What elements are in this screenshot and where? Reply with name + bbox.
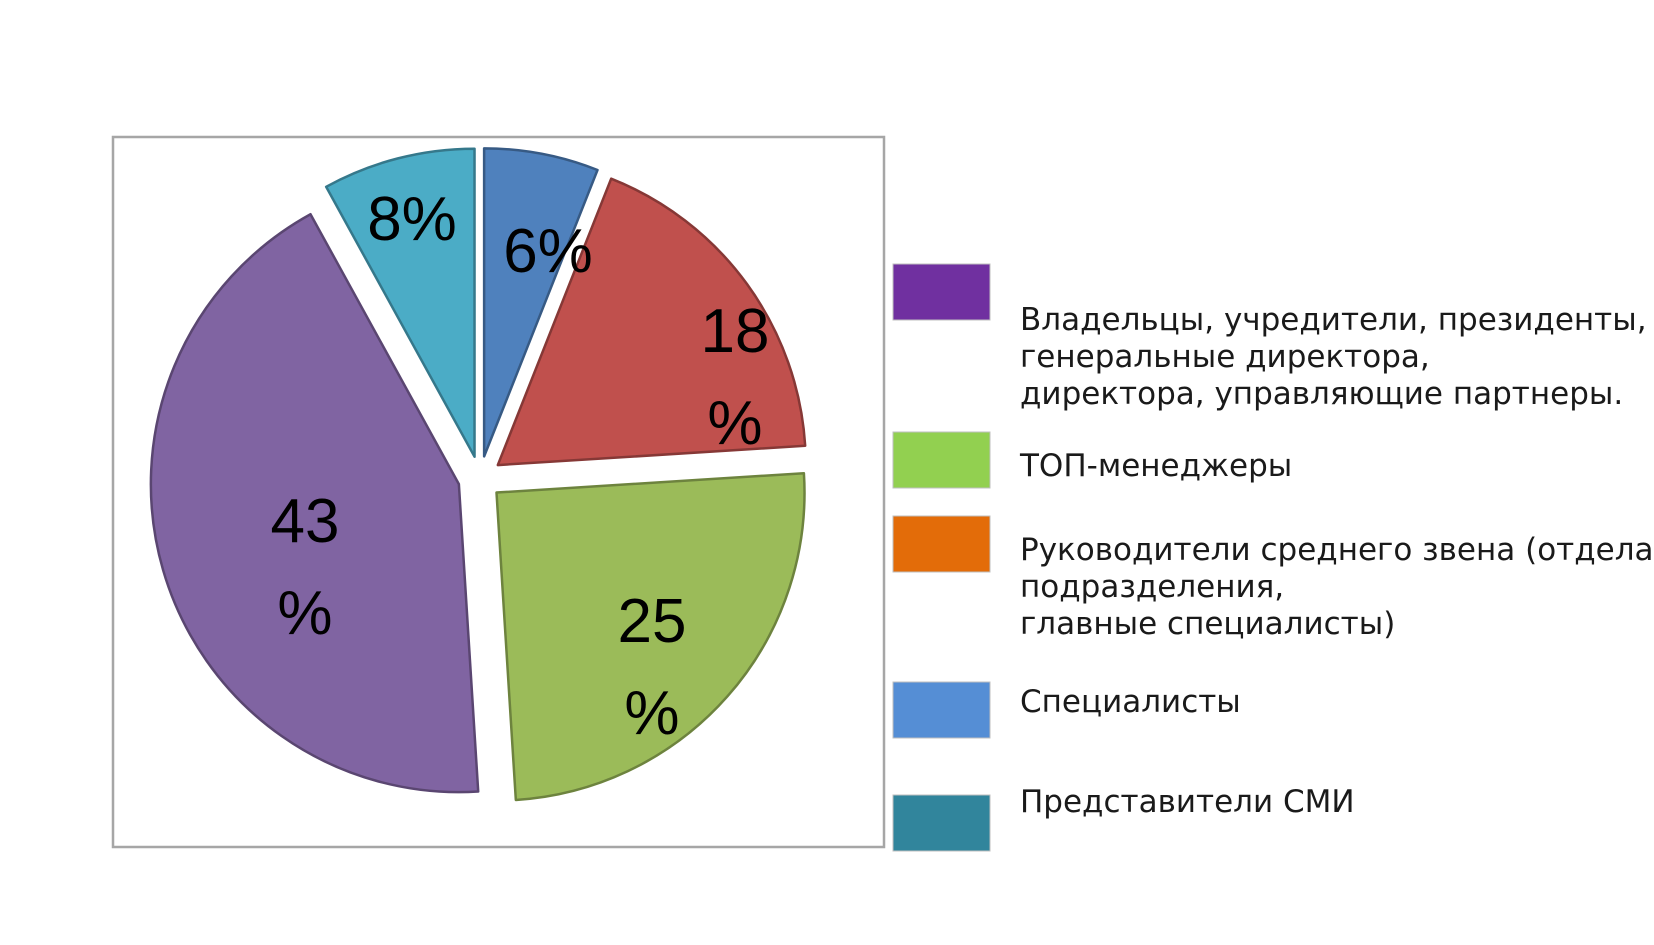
- slice-label-2-line-1: 18: [701, 297, 770, 366]
- slice-label-3-line-1: 25: [618, 587, 687, 656]
- pie-slices: [149, 147, 807, 802]
- slice-label-2-line-2: %: [707, 389, 762, 458]
- legend-label-1-line-1: Владельцы, учредители, президенты,: [1020, 302, 1647, 338]
- slice-label-4-line-2: %: [277, 579, 332, 648]
- pie-slice-3: [495, 471, 806, 802]
- legend-swatch-3: [892, 515, 991, 573]
- pie-slice-5: [324, 147, 476, 458]
- legend-label-1-line-3: директора, управляющие партнеры.: [1020, 376, 1623, 412]
- slice-labels: 6% 18% 25% 43% 8%: [271, 185, 770, 748]
- legend-swatch-5: [892, 794, 991, 852]
- legend: Владельцы, учредители, президенты,генера…: [892, 263, 1654, 852]
- slice-label-3-line-2: %: [624, 679, 679, 748]
- pie-slice-4: [149, 212, 480, 794]
- slice-label-5: 8%: [367, 185, 457, 254]
- legend-label-3-line-2: подразделения,: [1020, 569, 1284, 605]
- legend-label-3-line-3: главные специалисты): [1020, 606, 1395, 642]
- slice-label-4-line-1: 43: [271, 487, 340, 556]
- legend-label-5-line-1: Представители СМИ: [1020, 784, 1355, 820]
- legend-label-2-line-1: ТОП-менеджеры: [1019, 448, 1292, 484]
- legend-swatch-4: [892, 681, 991, 739]
- legend-swatch-2: [892, 431, 991, 489]
- legend-label-1-line-2: генеральные директора,: [1020, 339, 1430, 375]
- legend-swatch-1: [892, 263, 991, 321]
- pie-slice-1: [482, 147, 599, 458]
- legend-label-3-line-1: Руководители среднего звена (отдела,: [1020, 532, 1654, 568]
- slice-label-1: 6%: [503, 217, 593, 286]
- legend-label-4-line-1: Специалисты: [1020, 684, 1241, 720]
- pie-slice-2: [496, 177, 807, 467]
